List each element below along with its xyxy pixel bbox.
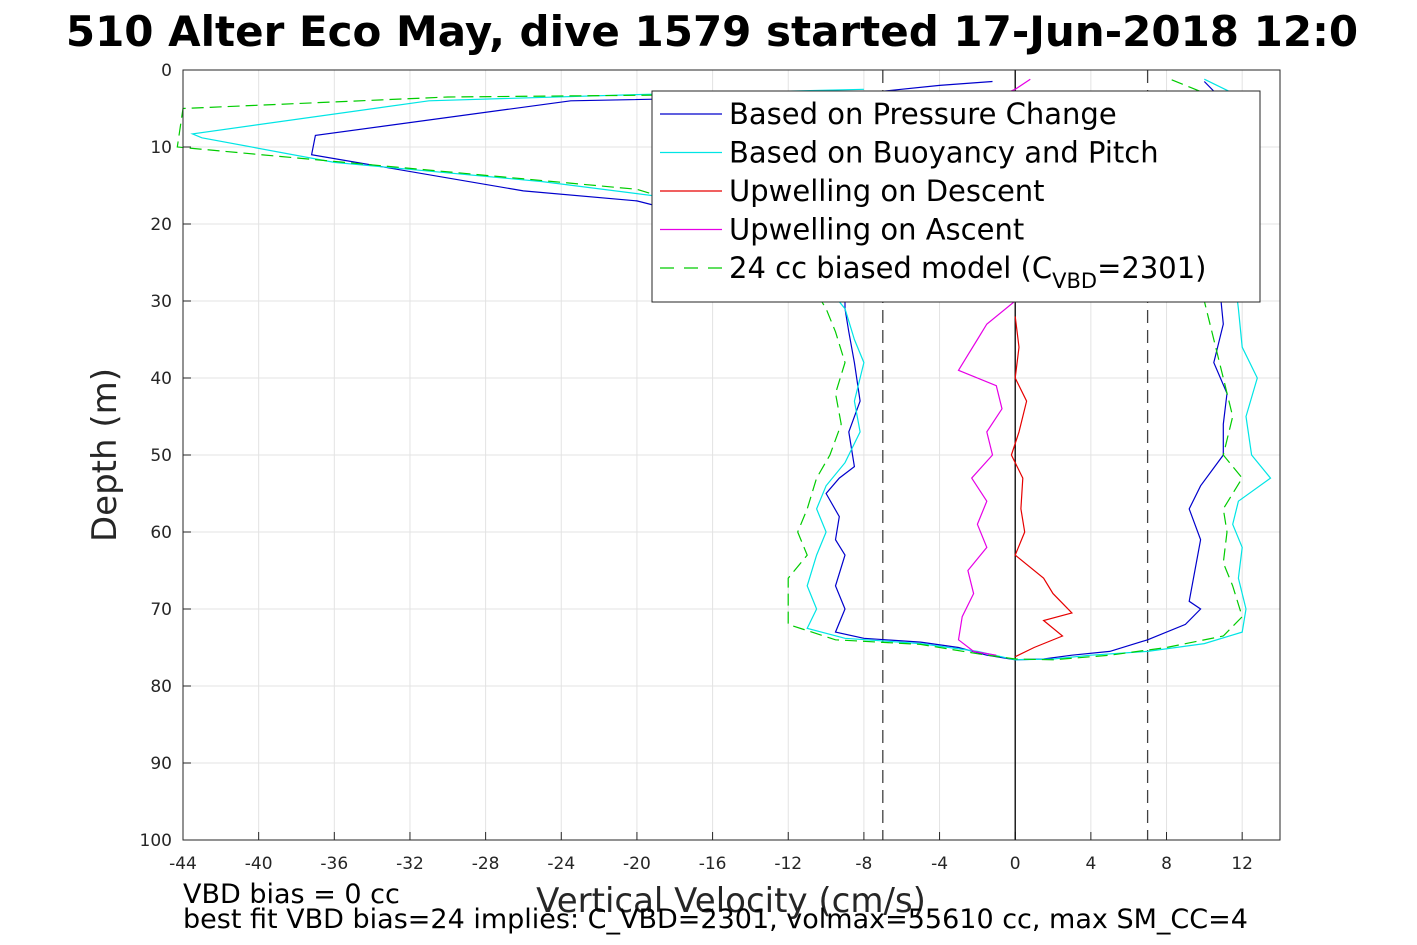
y-tick-label: 50 — [150, 446, 172, 466]
y-tick-label: 30 — [150, 292, 172, 312]
legend: Based on Pressure Change Based on Buoyanc… — [651, 90, 1261, 303]
x-tick-label: -12 — [774, 854, 802, 874]
best-fit-note: best fit VBD bias=24 implies: C_VBD=2301… — [183, 904, 1248, 935]
x-tick-label: 12 — [1231, 854, 1253, 874]
series-line-2 — [1010, 316, 1074, 658]
x-tick-label: -44 — [169, 854, 197, 874]
x-tick-label: -24 — [547, 854, 575, 874]
vbd-bias-note: VBD bias = 0 cc — [183, 879, 400, 910]
legend-subscript: VBD — [1052, 269, 1097, 293]
legend-entry: Upwelling on Ascent — [729, 213, 1024, 247]
y-tick-label: 0 — [161, 61, 172, 81]
legend-label-tail: =2301) — [1097, 251, 1206, 285]
y-tick-label: 20 — [150, 215, 172, 235]
x-tick-label: -32 — [396, 854, 424, 874]
legend-entry: Based on Buoyancy and Pitch — [729, 136, 1159, 170]
series-line-4 — [176, 77, 1243, 661]
chart-title: 510 Alter Eco May, dive 1579 started 17-… — [66, 7, 1358, 56]
x-tick-labels: -44 -40 -36 -32 -28 -24 -20 -16 -12 -8 -4 0 4 8 12 — [169, 854, 1253, 874]
legend-entry: 24 cc biased model (CVBD=2301) — [729, 251, 1207, 293]
y-tick-label: 100 — [140, 831, 172, 851]
x-tick-label: -8 — [855, 854, 872, 874]
x-tick-label: -4 — [931, 854, 948, 874]
legend-box — [651, 90, 1261, 303]
x-axis-label: Vertical Velocity (cm/s) — [536, 881, 926, 921]
legend-label: 24 cc biased model (C — [729, 251, 1052, 285]
y-axis-label: Depth (m) — [85, 368, 125, 542]
x-tick-label: -40 — [245, 854, 273, 874]
plot-area-border — [182, 69, 1281, 841]
y-tick-label: 90 — [150, 754, 172, 774]
y-tick-label: 80 — [150, 677, 172, 697]
x-tick-label: -28 — [472, 854, 500, 874]
x-tick-label: -20 — [623, 854, 651, 874]
x-tick-label: 4 — [1085, 854, 1096, 874]
y-tick-label: 60 — [150, 523, 172, 543]
legend-entry: Upwelling on Descent — [729, 174, 1045, 208]
y-tick-label: 70 — [150, 600, 172, 620]
y-tick-label: 40 — [150, 369, 172, 389]
x-tick-label: 8 — [1161, 854, 1172, 874]
x-tick-label: -16 — [699, 854, 727, 874]
series-line-3 — [957, 78, 1031, 656]
legend-entry: Based on Pressure Change — [729, 97, 1117, 131]
y-tick-labels: 0 10 20 30 40 50 60 70 80 90 100 — [140, 61, 172, 851]
x-tick-label: -36 — [320, 854, 348, 874]
y-tick-label: 10 — [150, 138, 172, 158]
x-tick-label: 0 — [1010, 854, 1021, 874]
